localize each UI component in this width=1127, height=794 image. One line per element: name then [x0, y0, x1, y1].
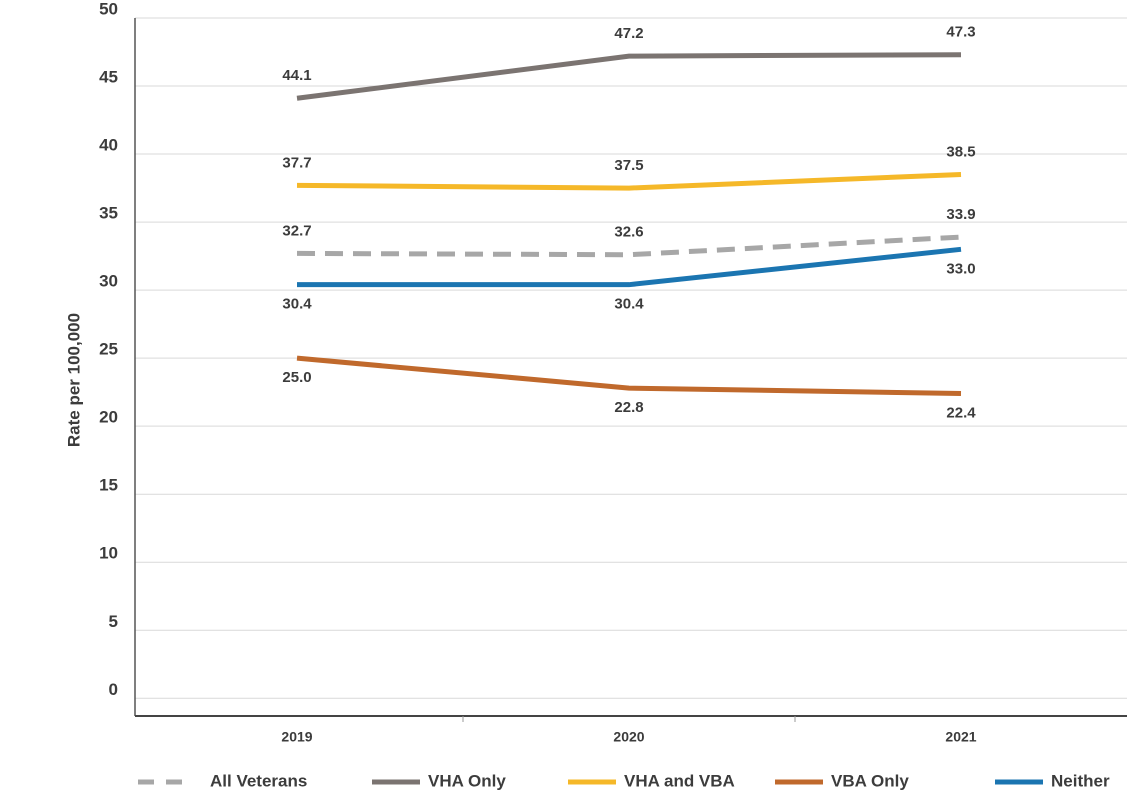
data-label: 32.7 — [282, 222, 311, 239]
y-tick-label: 35 — [99, 204, 118, 223]
data-label: 37.5 — [614, 157, 643, 174]
data-label: 38.5 — [946, 143, 975, 160]
x-tick-label: 2020 — [613, 729, 644, 745]
data-label: 25.0 — [282, 369, 311, 386]
y-tick-label: 0 — [109, 680, 118, 699]
legend-label: VHA and VBA — [624, 771, 735, 790]
y-tick-label: 5 — [109, 612, 118, 631]
x-tick-label: 2019 — [281, 729, 312, 745]
y-axis-label: Rate per 100,000 — [64, 313, 83, 447]
x-tick-label: 2021 — [945, 729, 976, 745]
data-label: 22.4 — [946, 405, 976, 422]
series-line — [296, 171, 962, 191]
y-tick-label: 20 — [99, 408, 118, 427]
data-label: 47.2 — [614, 25, 643, 42]
data-label: 33.0 — [946, 260, 975, 277]
legend-label: VBA Only — [831, 771, 909, 790]
data-label: 30.4 — [282, 296, 312, 313]
legend-label: Neither — [1051, 771, 1110, 790]
data-label: 47.3 — [946, 24, 975, 41]
y-tick-label: 30 — [99, 272, 118, 291]
data-label: 22.8 — [614, 399, 643, 416]
series-line — [297, 246, 962, 288]
y-tick-label: 50 — [99, 0, 118, 18]
data-label: 33.9 — [946, 206, 975, 223]
data-label: 32.6 — [614, 224, 643, 241]
series-line — [296, 355, 962, 397]
legend-label: VHA Only — [428, 771, 506, 790]
series-line — [296, 52, 962, 101]
y-tick-label: 40 — [99, 136, 118, 155]
y-tick-label: 15 — [99, 476, 118, 495]
data-label: 30.4 — [614, 296, 644, 313]
data-label: 37.7 — [282, 154, 311, 171]
y-tick-label: 10 — [99, 544, 118, 563]
y-tick-label: 25 — [99, 340, 118, 359]
data-label: 44.1 — [282, 67, 311, 84]
y-tick-label: 45 — [99, 68, 118, 87]
legend-label: All Veterans — [210, 771, 307, 790]
